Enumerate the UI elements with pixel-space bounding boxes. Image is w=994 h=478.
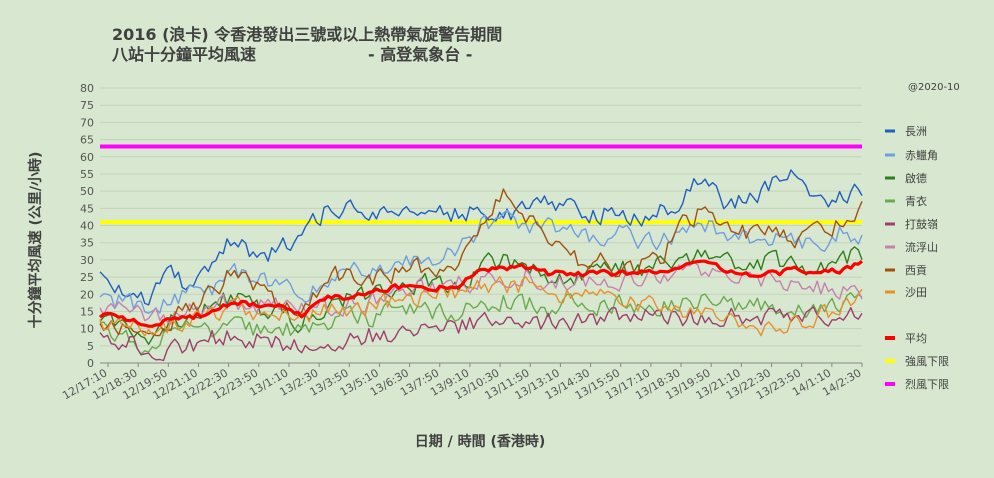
y-tick-label: 20	[80, 288, 94, 301]
legend-label-1: 赤鱲角	[905, 149, 938, 162]
chart-title-line2: 八站十分鐘平均風速	[111, 45, 256, 64]
legend-label-0: 長洲	[905, 125, 927, 138]
y-tick-label: 40	[80, 220, 94, 233]
y-tick-label: 75	[80, 99, 94, 112]
y-tick-label: 50	[80, 185, 94, 198]
series-line-8	[99, 259, 863, 328]
y-tick-label: 15	[80, 305, 94, 318]
y-axis-label: 十分鐘平均風速 (公里/小時)	[27, 152, 44, 329]
y-tick-label: 55	[80, 168, 94, 181]
legend-label-9: 強風下限	[905, 355, 949, 368]
legend-label-6: 西貢	[905, 264, 927, 277]
legend-label-7: 沙田	[905, 286, 927, 299]
series-line-3	[99, 292, 863, 355]
y-tick-label: 5	[87, 340, 94, 353]
y-axis-ticks: 0 5 10 15 20 25 30 35 40 45 50 55 60 65 70 75 80	[80, 82, 94, 370]
y-tick-label: 35	[80, 237, 94, 250]
y-tick-label: 0	[87, 357, 94, 370]
legend-label-10: 烈風下限	[905, 377, 949, 391]
chart-title-line1: 2016 (浪卡) 令香港發出三號或以上熱帶氣旋警告期間	[112, 25, 502, 44]
y-tick-label: 70	[80, 116, 94, 129]
legend-label-2: 啟德	[905, 171, 927, 185]
legend-label-4: 打鼓嶺	[905, 217, 938, 231]
legend-label-3: 青衣	[905, 194, 927, 208]
series-line-6	[99, 188, 863, 337]
series-lines	[99, 169, 863, 362]
y-tick-label: 45	[80, 202, 94, 215]
chart-credit: @2020-10	[908, 82, 960, 93]
threshold-lines	[100, 144, 862, 225]
y-tick-label: 80	[80, 82, 94, 95]
y-tick-label: 60	[80, 151, 94, 164]
series-line-0	[99, 169, 863, 306]
series-line-5	[99, 261, 863, 325]
y-tick-label: 10	[80, 323, 94, 336]
y-tick-label: 65	[80, 134, 94, 147]
legend-label-5: 流浮山	[905, 240, 938, 254]
y-tick-label: 25	[80, 271, 94, 284]
y-tick-label: 30	[80, 254, 94, 267]
chart-title-source: - 高登氣象台 -	[368, 45, 472, 64]
series-line-4	[99, 306, 863, 362]
x-axis-label: 日期 / 時間 (香港時)	[415, 433, 546, 450]
legend-label-8: 平均	[905, 332, 927, 345]
